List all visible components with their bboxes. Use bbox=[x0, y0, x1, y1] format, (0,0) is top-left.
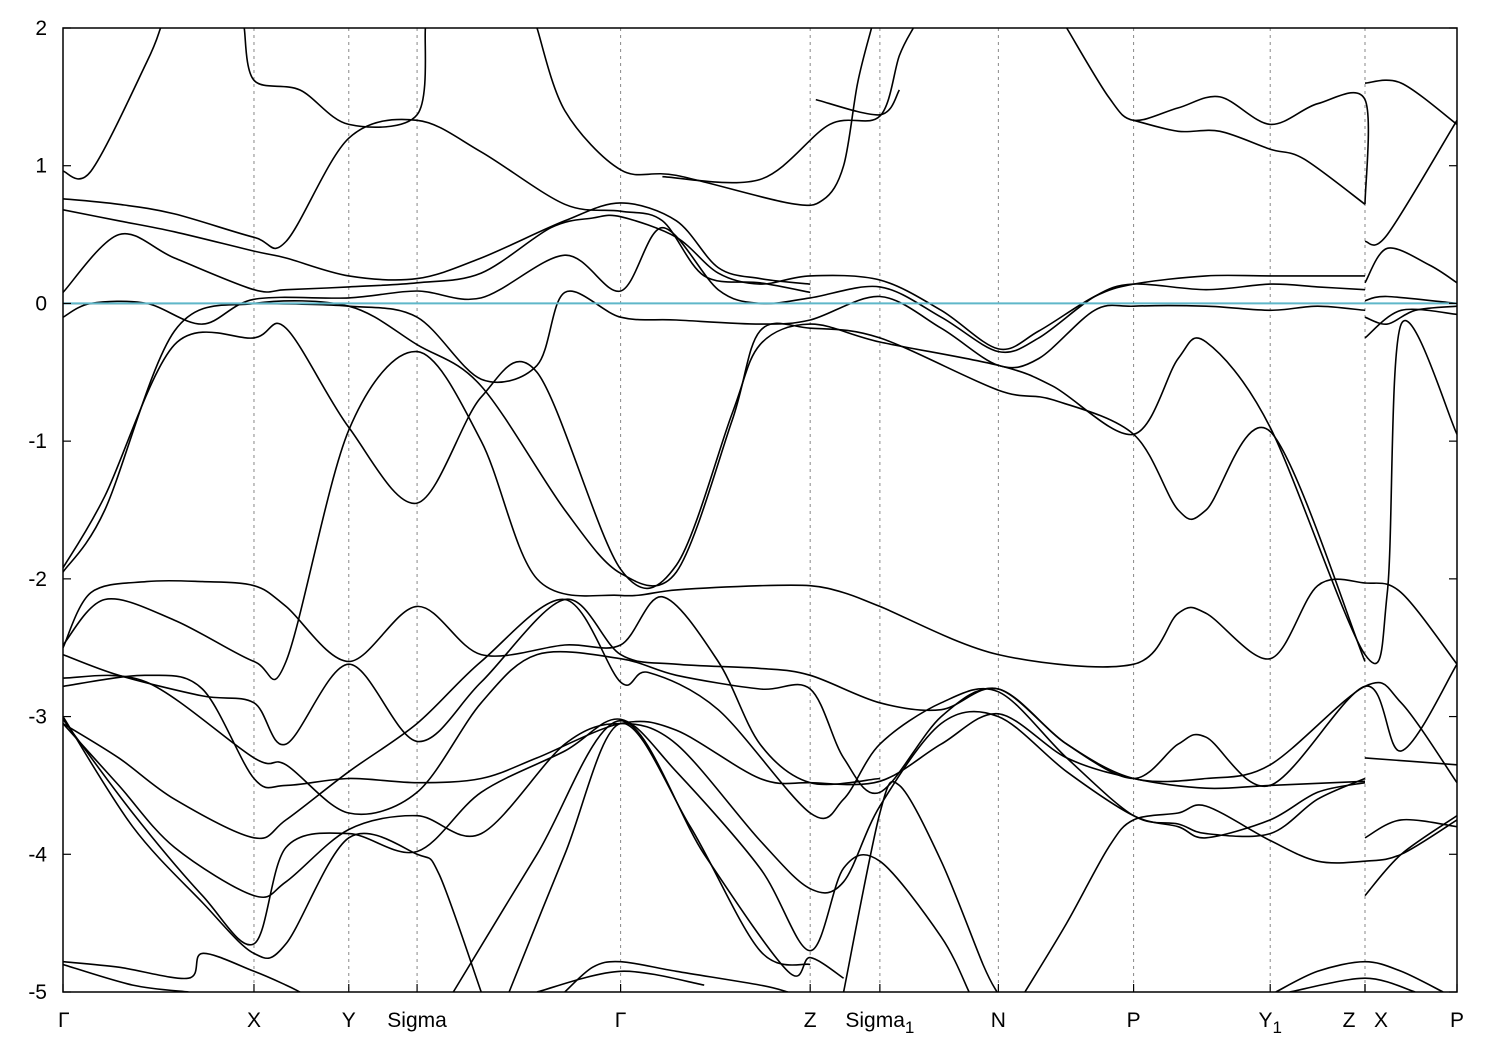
x-tick-label: Z bbox=[804, 1009, 817, 1032]
band-line-3 bbox=[536, 28, 873, 207]
band-line-7 bbox=[1133, 119, 1366, 205]
x-tick-label: X bbox=[1374, 1009, 1388, 1032]
band-line-20 bbox=[63, 650, 1457, 815]
x-tick-label: Y bbox=[342, 1009, 356, 1032]
y-axis-ticks: 2 1 0 -1 -2 -3 -4 -5 bbox=[28, 17, 1457, 1004]
band-line-4 bbox=[662, 28, 915, 184]
band-line-34 bbox=[1275, 960, 1444, 992]
band-line-15 bbox=[63, 319, 1457, 665]
band-line-30 bbox=[63, 952, 301, 992]
band-line-33 bbox=[536, 970, 705, 992]
band-line-16 bbox=[63, 300, 1366, 662]
x-tick-label: P bbox=[1127, 1009, 1141, 1032]
band-line-10 bbox=[63, 118, 811, 294]
y-tick-label: -3 bbox=[28, 706, 47, 729]
band-line-22 bbox=[63, 598, 1366, 840]
band-line-42 bbox=[1364, 308, 1457, 339]
band-line-38 bbox=[1364, 815, 1457, 897]
x-tick-label: Z bbox=[1343, 1009, 1356, 1032]
band-line-32 bbox=[564, 960, 789, 992]
x-tick-subscript: 1 bbox=[1272, 1018, 1281, 1037]
band-line-21 bbox=[63, 674, 1366, 790]
band-line-9 bbox=[1364, 119, 1457, 246]
band-line-18 bbox=[63, 350, 1457, 681]
band-line-35 bbox=[1289, 977, 1416, 992]
band-line-5 bbox=[815, 89, 901, 116]
y-tick-label: -5 bbox=[28, 981, 47, 1004]
x-tick-label: Sigma bbox=[387, 1009, 447, 1032]
x-tick-label: Γ bbox=[615, 1009, 627, 1032]
y-tick-label: 2 bbox=[35, 17, 47, 40]
band-line-11 bbox=[63, 202, 811, 285]
band-line-24 bbox=[63, 718, 970, 992]
y-tick-label: 1 bbox=[35, 155, 47, 178]
y-tick-label: -4 bbox=[28, 843, 47, 866]
band-line-14 bbox=[63, 290, 1366, 383]
band-line-26 bbox=[452, 719, 845, 992]
band-line-19 bbox=[63, 598, 1457, 788]
y-tick-label: -2 bbox=[28, 568, 47, 591]
band-line-6 bbox=[1066, 28, 1370, 205]
band-line-25 bbox=[63, 716, 482, 992]
band-line-36 bbox=[1364, 757, 1457, 766]
band-line-31 bbox=[63, 963, 189, 992]
band-line-12 bbox=[63, 214, 1365, 351]
band-series bbox=[63, 28, 1457, 992]
band-line-39 bbox=[1364, 247, 1457, 284]
band-line-17 bbox=[63, 579, 880, 786]
band-line-13 bbox=[63, 226, 1366, 354]
plot-frame bbox=[62, 27, 1458, 993]
kpoint-gridlines bbox=[253, 28, 1366, 992]
band-line-1 bbox=[63, 28, 162, 180]
band-line-41 bbox=[1364, 305, 1457, 325]
x-tick-label: Γ bbox=[58, 1009, 70, 1032]
x-tick-subscript: 1 bbox=[905, 1018, 914, 1037]
band-line-8 bbox=[1364, 79, 1457, 126]
band-line-2 bbox=[243, 28, 427, 128]
band-line-29 bbox=[1024, 804, 1457, 992]
x-tick-label: Sigma1 bbox=[845, 1009, 914, 1037]
band-line-27 bbox=[508, 722, 811, 992]
y-tick-label: -1 bbox=[28, 430, 47, 453]
x-tick-label: N bbox=[991, 1009, 1006, 1032]
band-line-40 bbox=[1364, 295, 1457, 305]
band-line-23 bbox=[63, 710, 1366, 899]
band-line-28 bbox=[842, 781, 998, 992]
x-tick-label: X bbox=[247, 1009, 261, 1032]
x-tick-label: Y1 bbox=[1258, 1009, 1281, 1037]
y-tick-label: 0 bbox=[35, 292, 47, 315]
x-tick-label: P bbox=[1450, 1009, 1464, 1032]
